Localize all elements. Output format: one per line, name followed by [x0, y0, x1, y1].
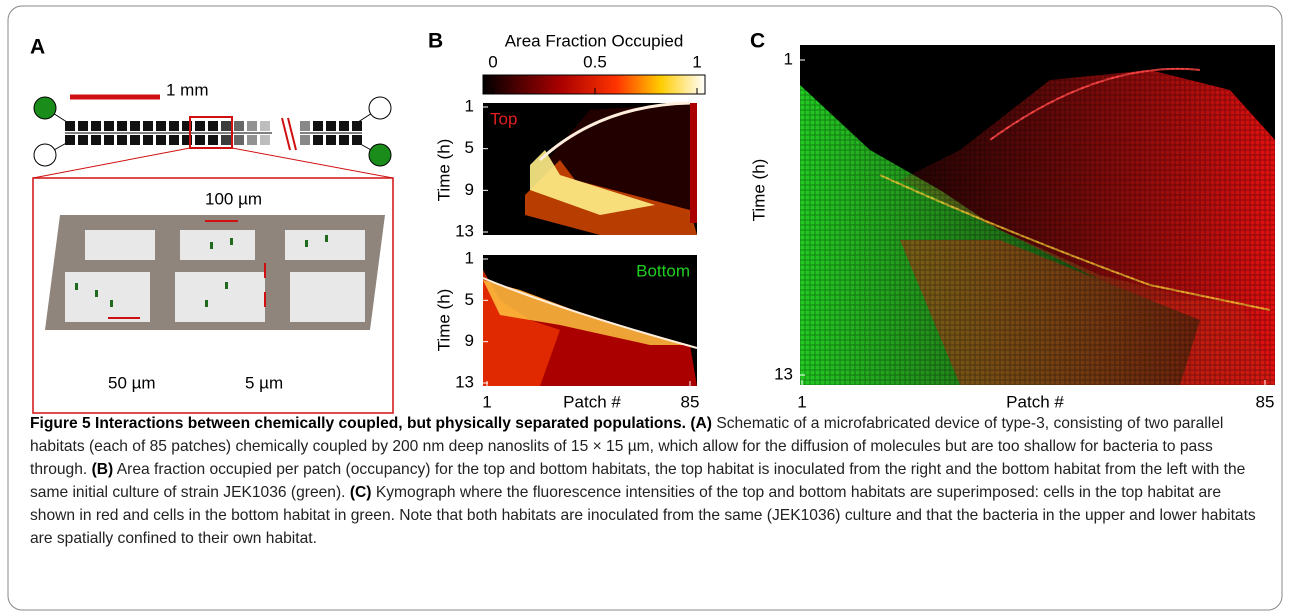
- scale-label: 1 mm: [166, 80, 209, 99]
- y-tick-label: 13: [455, 221, 474, 240]
- y-axis-label: Time (h): [434, 139, 453, 202]
- patch: [143, 135, 153, 145]
- patch: [65, 135, 75, 145]
- colorbar: [483, 75, 705, 94]
- patch: [352, 135, 362, 145]
- patch: [234, 135, 244, 145]
- patch: [130, 121, 140, 131]
- patch: [326, 121, 336, 131]
- patch: [208, 135, 218, 145]
- colorbar-tick-label: 0.5: [583, 52, 607, 71]
- patch: [143, 121, 153, 131]
- caption-body: (A) Schematic of a microfabricated devic…: [30, 415, 1256, 547]
- y-tick-label: 1: [784, 49, 793, 68]
- patch: [234, 121, 244, 131]
- x-tick-label: 1: [482, 392, 491, 411]
- plot-name: Top: [490, 109, 517, 128]
- y-tick-label: 1: [465, 96, 474, 115]
- y-axis-label: Time (h): [749, 159, 768, 222]
- patch: [300, 121, 310, 131]
- caption-tag: (B): [92, 461, 114, 478]
- x-tick-label: 85: [681, 392, 700, 411]
- patch: [104, 135, 114, 145]
- dimension-label: 5 µm: [245, 373, 283, 392]
- kymograph: [800, 45, 1275, 385]
- patch: [339, 135, 349, 145]
- y-tick-label: 9: [465, 331, 474, 350]
- x-tick-label: 1: [797, 392, 806, 411]
- patch: [221, 121, 231, 131]
- patch: [78, 135, 88, 145]
- patch: [130, 135, 140, 145]
- y-tick-label: 5: [465, 290, 474, 309]
- caption-title: Figure 5 Interactions between chemically…: [30, 415, 686, 432]
- patch: [91, 135, 101, 145]
- patch: [313, 135, 323, 145]
- patch: [78, 121, 88, 131]
- patch: [156, 121, 166, 131]
- patch: [156, 135, 166, 145]
- caption-tag: (A): [690, 415, 712, 432]
- y-tick-label: 9: [465, 180, 474, 199]
- patch: [247, 135, 257, 145]
- patch: [247, 121, 257, 131]
- x-tick-label: 85: [1256, 392, 1275, 411]
- patch: [169, 135, 179, 145]
- dimension-label: 50 µm: [108, 373, 156, 392]
- panel-label: C: [750, 30, 765, 53]
- patch: [91, 121, 101, 131]
- device: [33, 97, 393, 413]
- dimension-label: 100 µm: [205, 189, 262, 208]
- panel-label: A: [30, 36, 45, 59]
- patch: [195, 121, 205, 131]
- caption-tag: (C): [350, 484, 372, 501]
- patch: [300, 135, 310, 145]
- y-tick-label: 13: [774, 364, 793, 383]
- y-tick-label: 13: [455, 372, 474, 391]
- patch: [260, 135, 270, 145]
- patch: [104, 121, 114, 131]
- panel-label: B: [428, 30, 443, 53]
- patch: [313, 121, 323, 131]
- y-tick-label: 5: [465, 138, 474, 157]
- patch: [117, 121, 127, 131]
- patch: [339, 121, 349, 131]
- patch: [260, 121, 270, 131]
- patch: [208, 121, 218, 131]
- x-axis-label: Patch #: [1006, 392, 1064, 411]
- y-tick-label: 1: [465, 248, 474, 267]
- patch: [195, 135, 205, 145]
- y-axis-label: Time (h): [434, 289, 453, 352]
- patch: [65, 121, 75, 131]
- caption: Figure 5 Interactions between chemically…: [30, 412, 1270, 550]
- plot-name: Bottom: [636, 261, 690, 280]
- colorbar-tick-label: 0: [488, 52, 497, 71]
- colorbar-title: Area Fraction Occupied: [505, 31, 684, 50]
- x-axis-label: Patch #: [563, 392, 621, 411]
- colorbar-tick-label: 1: [692, 52, 701, 71]
- patch: [221, 135, 231, 145]
- patch: [117, 135, 127, 145]
- patch: [326, 135, 336, 145]
- patch: [169, 121, 179, 131]
- patch: [352, 121, 362, 131]
